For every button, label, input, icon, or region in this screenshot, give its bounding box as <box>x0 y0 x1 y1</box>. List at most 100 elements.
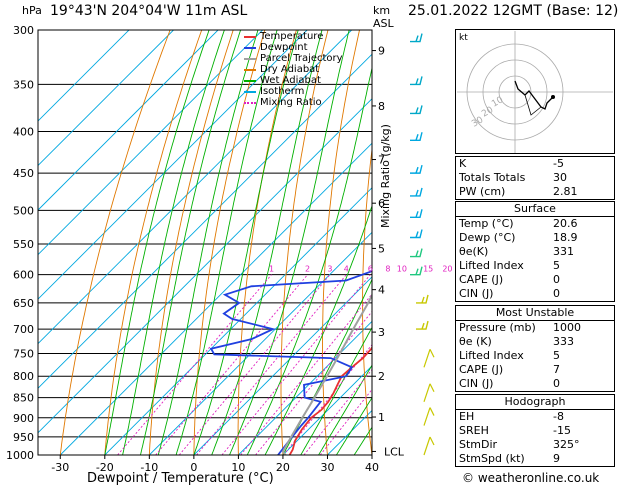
legend-swatch <box>244 90 256 93</box>
index-value: 0 <box>553 287 560 300</box>
isotherm <box>282 365 372 455</box>
index-label: PW (cm) <box>459 185 506 198</box>
wet-adiabat <box>318 364 372 455</box>
pressure-tick-800: 800 <box>13 370 34 383</box>
legend-entry: Temperature <box>244 31 343 42</box>
index-row: Dewp (°C) 18.9 <box>456 231 614 245</box>
mixing-ratio-label: 3 <box>327 265 332 274</box>
index-label: θe (K) <box>459 335 492 348</box>
km-tick-label: 7 <box>378 154 385 167</box>
pressure-tick-400: 400 <box>13 126 34 139</box>
x-tick-label: -20 <box>96 461 114 474</box>
isotherm <box>38 30 174 167</box>
index-row: PW (cm) 2.81 <box>456 185 614 199</box>
legend-label: Temperature <box>260 31 324 42</box>
dry-adiabat <box>362 145 372 455</box>
copyright-text: © weatheronline.co.uk <box>462 471 600 485</box>
wet-adiabat <box>246 66 372 455</box>
legend-entry: Parcel Trajectory <box>244 53 343 64</box>
index-value: -5 <box>553 157 564 170</box>
index-row: SREH -15 <box>456 424 614 438</box>
x-tick-label: -30 <box>51 461 69 474</box>
index-label: CAPE (J) <box>459 363 504 376</box>
index-label: StmSpd (kt) <box>459 452 525 465</box>
index-value: 20.6 <box>553 217 578 230</box>
wind-barb <box>423 383 435 402</box>
index-value: 331 <box>553 245 574 258</box>
index-value: 0 <box>553 377 560 390</box>
index-value: 18.9 <box>553 231 578 244</box>
hodograph-kt-label: kt <box>459 33 468 43</box>
isotherm <box>38 30 308 300</box>
asl-axis-label: ASL <box>373 17 394 30</box>
wet-adiabat <box>300 326 372 455</box>
pressure-tick-1000: 1000 <box>6 449 34 462</box>
index-label: Lifted Index <box>459 349 524 362</box>
hodograph-trace <box>514 80 554 110</box>
x-tick-label: -10 <box>140 461 158 474</box>
isotherm <box>38 30 130 122</box>
wind-barb <box>423 407 435 426</box>
index-row: CIN (J) 0 <box>456 287 614 301</box>
wind-barb <box>416 294 429 304</box>
wet-adiabat <box>211 30 323 455</box>
dry-adiabat <box>237 30 297 455</box>
wind-barb <box>410 187 423 197</box>
index-label: CAPE (J) <box>459 273 504 286</box>
index-row: Lifted Index 5 <box>456 259 614 273</box>
wind-barb <box>410 209 423 219</box>
index-row: EH -8 <box>456 410 614 424</box>
isotherm <box>193 276 372 455</box>
index-row: K -5 <box>456 157 614 171</box>
isotherm <box>38 30 263 256</box>
legend-swatch <box>244 101 256 104</box>
mixing-ratio-label: 8 <box>385 265 390 274</box>
index-label: θe(K) <box>459 245 489 258</box>
mixing-ratio-line <box>221 274 371 455</box>
wet-adiabat <box>193 30 299 455</box>
isotherm <box>38 30 219 211</box>
pressure-tick-850: 850 <box>13 392 34 405</box>
mixing-ratio-label: 20 <box>442 265 452 274</box>
km-tick-label: 2 <box>378 370 385 383</box>
wind-barb <box>410 164 423 174</box>
wind-barb <box>410 266 423 276</box>
mixing-ratio-line <box>117 274 272 455</box>
index-label: Pressure (mb) <box>459 321 536 334</box>
wet-adiabat <box>122 30 225 455</box>
index-label: Dewp (°C) <box>459 231 516 244</box>
index-value: 5 <box>553 349 560 362</box>
wind-barb <box>410 76 423 86</box>
pressure-tick-750: 750 <box>13 347 34 360</box>
legend-label: Wet Adiabat <box>260 75 321 86</box>
x-tick-label: 0 <box>190 461 197 474</box>
legend-label: Dry Adiabat <box>260 64 320 75</box>
legend-swatch <box>244 46 256 49</box>
pressure-tick-900: 900 <box>13 412 34 425</box>
table-section-title: Surface <box>456 202 614 217</box>
km-tick-label: 4 <box>378 284 385 297</box>
mixing-ratio-line <box>155 274 308 455</box>
index-value: 9 <box>553 452 560 465</box>
hodograph-table: Hodograph EH -8 SREH -15 StmDir 325° StmSpd (kt… <box>455 394 615 467</box>
km-tick-label: 3 <box>378 326 385 339</box>
legend-swatch <box>244 79 256 82</box>
index-label: SREH <box>459 424 489 437</box>
pressure-tick-300: 300 <box>13 24 34 37</box>
dry-adiabat <box>193 30 266 455</box>
mixing-ratio-line <box>240 293 372 455</box>
hodograph-end-point <box>551 95 555 99</box>
indices-table: K -5 Totals Totals 30 PW (cm) 2.81 <box>455 156 615 200</box>
legend-label: Parcel Trajectory <box>260 53 343 64</box>
index-label: CIN (J) <box>459 377 494 390</box>
dry-adiabat <box>104 30 203 455</box>
series-parcel-trajectory <box>281 292 372 455</box>
hodograph-storm-vector <box>524 94 542 116</box>
mixing-ratio-label: 10 <box>397 265 407 274</box>
mixing-ratio-line <box>319 388 372 455</box>
mixing-ratio-label: 6 <box>368 265 373 274</box>
plot-frame <box>37 29 373 456</box>
legend-entry: Dry Adiabat <box>244 64 343 75</box>
wet-adiabat <box>229 30 350 455</box>
